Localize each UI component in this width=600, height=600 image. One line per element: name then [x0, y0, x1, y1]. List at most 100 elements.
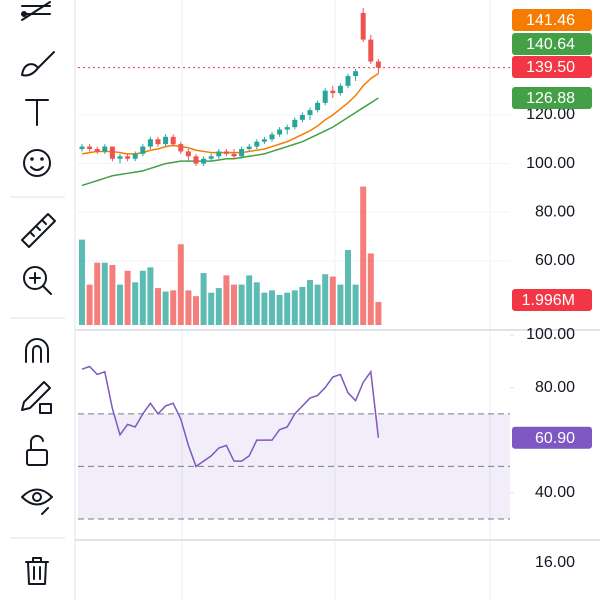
candle-body — [261, 139, 267, 142]
volume-bar — [139, 270, 146, 325]
candle-body — [178, 144, 184, 152]
volume-bar — [147, 267, 154, 325]
moving-average — [81, 97, 379, 187]
tool-emoji[interactable] — [23, 149, 51, 177]
candle-body — [292, 119, 298, 128]
y-tick-label: 100.00 — [526, 155, 575, 172]
tool-delete[interactable] — [25, 557, 49, 585]
volume-bar — [322, 274, 329, 325]
candle-body — [239, 149, 245, 157]
volume-bar — [375, 301, 382, 325]
volume-bar — [208, 292, 215, 325]
tool-trend[interactable] — [21, 1, 51, 21]
moving-average — [81, 73, 379, 155]
candle-body — [299, 114, 305, 120]
candle-body — [284, 127, 290, 130]
volume-bar — [360, 186, 367, 325]
candle-body — [277, 129, 283, 135]
price-badge-label: 141.46 — [526, 12, 575, 29]
volume-bar — [101, 262, 108, 325]
volume-bar — [329, 276, 336, 325]
candle-body — [246, 146, 252, 150]
volume-bar — [337, 284, 344, 325]
price-badge-label: 139.50 — [526, 59, 575, 76]
candle-body — [87, 146, 93, 150]
candle-body — [269, 134, 275, 140]
price-badge — [512, 426, 592, 449]
tool-zoom[interactable] — [23, 266, 52, 295]
tool-ruler[interactable] — [21, 213, 56, 248]
candle-body — [155, 139, 161, 145]
candle-body — [140, 146, 146, 154]
candle-body — [185, 151, 191, 157]
volume-bar — [367, 253, 374, 325]
tool-magnet[interactable] — [25, 338, 49, 363]
candle-body — [208, 156, 214, 159]
candle-body — [109, 146, 115, 159]
y-tick-label: 60.00 — [535, 252, 575, 269]
volume-bar — [253, 282, 260, 325]
volume-bar — [261, 292, 268, 325]
volume-bar — [124, 270, 131, 325]
volume-bar — [345, 250, 351, 325]
candle-body — [223, 151, 229, 154]
candle-body — [330, 90, 336, 94]
candle-body — [125, 156, 131, 159]
candle-body — [337, 85, 343, 94]
candle-body — [132, 153, 138, 159]
volume-bar — [132, 282, 139, 325]
y-tick-label: 40.00 — [535, 484, 575, 501]
candle-body — [353, 71, 359, 77]
price-badge-label: 140.64 — [526, 36, 575, 53]
candle-body — [170, 136, 176, 145]
volume-bar — [223, 275, 230, 325]
price-badge — [512, 56, 592, 78]
volume-bar — [79, 239, 85, 325]
candle-body — [94, 149, 100, 152]
volume-bar — [170, 290, 177, 325]
volume-bar — [200, 273, 207, 325]
price-badge — [512, 9, 592, 31]
candle-body — [345, 76, 351, 86]
y-tick-label: 16.00 — [535, 554, 575, 571]
volume-bar — [299, 286, 306, 325]
candle-body — [216, 151, 222, 157]
price-badge — [512, 289, 592, 311]
tool-brush[interactable] — [21, 51, 55, 77]
volume-bar — [231, 284, 237, 325]
volume-bar — [117, 284, 123, 325]
candle-body — [307, 110, 313, 115]
tool-unlock[interactable] — [26, 434, 48, 466]
volume-bar — [352, 284, 359, 325]
candle-body — [147, 139, 153, 147]
candle-body — [315, 102, 321, 111]
volume-bar — [86, 284, 93, 325]
candle-body — [163, 136, 169, 145]
candle-body — [368, 39, 374, 62]
rsi-line — [81, 365, 380, 468]
volume-bar — [314, 284, 321, 325]
tool-lock-drawings[interactable] — [21, 381, 52, 414]
tool-visibility[interactable] — [21, 488, 53, 515]
volume-bar — [284, 292, 291, 325]
volume-bar — [307, 280, 313, 325]
candle-body — [231, 153, 237, 157]
candle-body — [322, 90, 328, 103]
volume-bar — [276, 295, 283, 325]
price-badge-label: 1.996M — [522, 292, 575, 309]
tool-text[interactable] — [25, 99, 49, 126]
candle-body — [193, 156, 199, 164]
candle-body — [254, 141, 260, 147]
y-tick-label: 80.00 — [535, 379, 575, 396]
volume-bar — [155, 288, 161, 325]
volume-bar — [269, 290, 275, 325]
price-badge — [512, 33, 592, 55]
volume-bar — [94, 262, 101, 325]
volume-bar — [109, 265, 116, 325]
price-badge-label: 60.90 — [535, 430, 575, 447]
candle-body — [79, 146, 85, 150]
price-badge — [512, 87, 592, 109]
candle-body — [375, 61, 381, 68]
candle-body — [102, 146, 108, 152]
volume-bar — [177, 244, 184, 325]
